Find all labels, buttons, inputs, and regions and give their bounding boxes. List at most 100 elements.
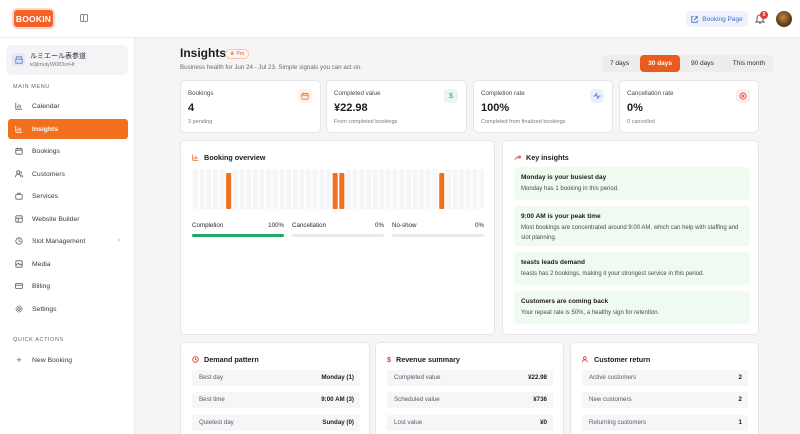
sidebar-item-label: Bookings — [32, 147, 60, 155]
insight-title: Customers are coming back — [521, 298, 609, 305]
briefcase-icon — [15, 192, 23, 200]
range-this-month[interactable]: This month — [724, 55, 773, 72]
trending-up-icon — [514, 155, 521, 160]
stat-label: Bookings — [188, 90, 214, 97]
revenue-row: Completed value ¥22.98 — [387, 370, 553, 386]
sidebar-item-label: Billing — [32, 282, 51, 290]
row-value: 9:00 AM (3) — [321, 396, 354, 403]
sidebar-item-billing[interactable]: Billing — [8, 276, 128, 296]
metric-label: Cancellation — [292, 222, 327, 229]
stat-label: Completed value — [334, 90, 381, 97]
date-range-selector: 7 days 30 days 90 days This month — [602, 55, 773, 72]
stat-sub: From completed bookings — [334, 119, 398, 125]
customer-row: New customers 2 — [582, 392, 748, 408]
sidebar-item-label: Calendar — [32, 102, 60, 110]
key-insights-title: Key insights — [514, 153, 569, 162]
gear-icon — [15, 305, 23, 313]
clock-icon — [15, 237, 23, 245]
store-id: k0jlmulyW083orHt — [30, 62, 75, 68]
chart-bar-empty — [399, 169, 405, 209]
row-value: 2 — [738, 374, 742, 381]
booking-overview-card: Booking overview Completion 100% Cancell… — [180, 140, 495, 335]
chart-bar-empty — [272, 169, 278, 209]
chart-bar — [439, 173, 445, 209]
row-label: Scheduled value — [394, 396, 440, 403]
stat-sub: 3 pending — [188, 119, 213, 125]
sidebar-item-insights[interactable]: Insights — [8, 119, 128, 139]
dollar-icon: $ — [444, 89, 458, 103]
stat-value: 0% — [627, 102, 643, 114]
store-icon — [12, 53, 25, 66]
row-label: Completed value — [394, 374, 441, 381]
revenue-summary-card: $ Revenue summary Completed value ¥22.98… — [375, 342, 564, 434]
chart-bar-empty — [286, 169, 292, 209]
customer-return-card: Customer return Active customers 2 New c… — [570, 342, 759, 434]
booking-overview-title: Booking overview — [192, 153, 266, 162]
sidebar-item-calendar[interactable]: Calendar — [8, 96, 128, 116]
sidebar-item-slot-management[interactable]: Slot Management › — [8, 231, 128, 251]
insight-title: teasts leads demand — [521, 259, 585, 266]
customer-row: Returning customers 1 — [582, 415, 748, 431]
sidebar-item-media[interactable]: Media — [8, 254, 128, 274]
sidebar: ルミエール表参道 k0jlmulyW083orHt MAIN MENU Cale… — [0, 38, 135, 434]
sidebar-item-customers[interactable]: Customers — [8, 164, 128, 184]
demand-row: Quietest day Sunday (0) — [192, 415, 360, 431]
avatar[interactable] — [776, 11, 792, 27]
chart-bar-empty — [199, 169, 205, 209]
sidebar-item-settings[interactable]: Settings — [8, 299, 128, 319]
pro-badge: ♛ Pro — [225, 49, 250, 59]
row-value: ¥22.98 — [528, 374, 547, 381]
stat-value: 100% — [481, 102, 510, 114]
row-label: Quietest day — [199, 419, 234, 426]
row-value: ¥736 — [533, 396, 547, 403]
notification-badge: 5 — [760, 11, 768, 19]
insight-title: Monday is your busiest day — [521, 174, 607, 181]
users-icon — [15, 170, 23, 178]
chart-bar-empty — [325, 169, 332, 209]
chart-bar-empty — [319, 169, 325, 209]
top-bar: BOOKIN Booking Page 5 — [0, 0, 800, 38]
row-value: Monday (1) — [321, 374, 354, 381]
store-switcher[interactable]: ルミエール表参道 k0jlmulyW083orHt — [6, 45, 128, 75]
chevron-right-icon: › — [117, 237, 120, 244]
metric-completion: Completion 100% — [192, 222, 284, 237]
range-30-days[interactable]: 30 days — [640, 55, 681, 72]
chart-bar-empty — [252, 169, 258, 209]
metric-label: No-show — [392, 222, 417, 229]
calendar-icon — [15, 102, 23, 110]
sidebar-item-bookings[interactable]: Bookings — [8, 141, 128, 161]
sidebar-item-website-builder[interactable]: Website Builder — [8, 209, 128, 229]
cancel-icon — [736, 89, 750, 103]
row-value: ¥0 — [540, 419, 547, 426]
calendar-check-icon — [15, 147, 23, 155]
range-90-days[interactable]: 90 days — [683, 55, 722, 72]
chart-bar-empty — [345, 169, 352, 209]
demand-pattern-card: Demand pattern Best day Monday (1) Best … — [180, 342, 370, 434]
chart-bar-empty — [312, 169, 318, 209]
chart-bar-empty — [292, 169, 298, 209]
chart-bar-empty — [192, 169, 198, 209]
row-label: Active customers — [589, 374, 637, 381]
range-7-days[interactable]: 7 days — [602, 55, 638, 72]
customer-row: Active customers 2 — [582, 370, 748, 386]
chart-bar-empty — [479, 169, 485, 209]
pulse-icon — [590, 89, 604, 103]
chart-bar-empty — [452, 169, 458, 209]
chart-bar-empty — [212, 169, 218, 209]
chart-bar-empty — [372, 169, 378, 209]
card-title-label: Revenue summary — [396, 355, 460, 364]
sidebar-item-services[interactable]: Services — [8, 186, 128, 206]
sidebar-toggle-icon[interactable] — [80, 14, 88, 22]
new-booking-button[interactable]: + New Booking — [8, 350, 128, 370]
card-title-label: Key insights — [526, 153, 569, 162]
page-title: Insights — [180, 46, 227, 60]
metric-label: Completion — [192, 222, 224, 229]
chart-bar-empty — [419, 169, 425, 209]
logo[interactable]: BOOKIN — [12, 8, 55, 29]
booking-page-label: Booking Page — [702, 15, 743, 23]
stat-label: Cancellation rate — [627, 90, 674, 97]
booking-page-button[interactable]: Booking Page — [686, 11, 748, 27]
chart-bar-empty — [472, 169, 478, 209]
metric-value: 100% — [268, 222, 284, 229]
chart-bar-empty — [232, 169, 238, 209]
